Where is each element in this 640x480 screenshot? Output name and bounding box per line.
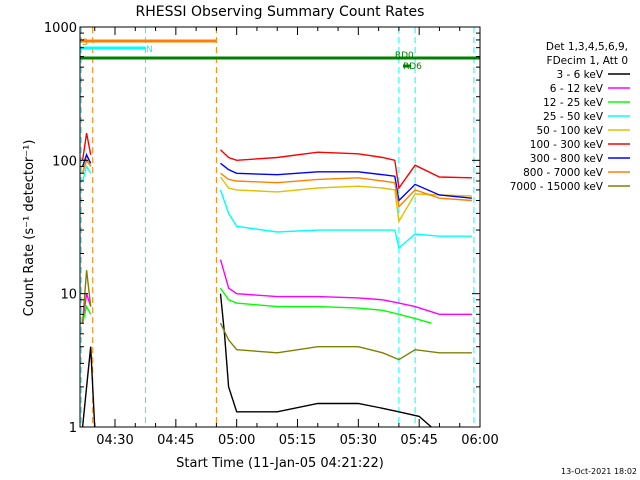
legend-label-8: 800 - 7000 keV [523,167,604,179]
series-line-9 [81,270,472,361]
series-line-6 [81,132,472,190]
legend-header-line-1: Det 1,3,4,5,6,9, [546,41,628,53]
legend-label-6: 100 - 300 keV [530,139,604,151]
x-tick-label-7: 06:00 [461,433,498,448]
y-tick-label-4: 1000 [44,21,77,36]
x-tick-label-2: 04:45 [157,433,194,448]
legend-label-1: 3 - 6 keV [556,69,603,81]
y-tick-label-2: 10 [60,288,77,303]
series-line-1 [81,293,432,428]
chart-title: RHESSI Observing Summary Count Rates [136,4,425,20]
axes: 1 10 100 1000 04:30 04:45 05:00 05:15 05:30 05:45… [44,21,499,448]
flag-label-1: S [82,38,88,48]
legend-label-9: 7000 - 15000 keV [510,181,604,193]
x-tick-label-5: 05:30 [340,433,377,448]
x-tick-label-4: 05:15 [279,433,316,448]
y-axis-label: Count Rate (s⁻¹ detector⁻¹) [22,140,37,317]
y-tick-label-3: 100 [52,154,77,169]
series-line-3 [81,287,432,324]
legend: Det 1,3,4,5,6,9, FDecim 1, Att 0 3 - 6 k… [510,41,630,193]
flag-label-4: RD0 [395,51,414,61]
flag-label-5: RD6 [403,62,422,72]
flag-label-2: N [146,45,153,55]
legend-label-3: 12 - 25 keV [543,97,604,109]
legend-label-7: 300 - 800 keV [530,153,604,165]
x-tick-label-6: 05:45 [400,433,437,448]
x-axis-label: Start Time (11-Jan-05 04:21:22) [176,456,384,471]
series-line-4 [81,164,472,250]
legend-label-5: 50 - 100 keV [536,125,603,137]
y-tick-label-1: 1 [69,421,77,436]
series-line-2 [81,259,472,324]
plot-frame [79,26,481,428]
series-line-5 [81,152,472,224]
x-tick-label-3: 05:00 [218,433,255,448]
legend-header-line-2: FDecim 1, Att 0 [547,55,628,67]
timestamp: 13-Oct-2021 18:02 [561,467,637,476]
series-line-7 [81,152,472,202]
x-tick-label-1: 04:30 [96,433,133,448]
legend-label-4: 25 - 50 keV [543,111,604,123]
legend-label-2: 6 - 12 keV [550,83,604,95]
